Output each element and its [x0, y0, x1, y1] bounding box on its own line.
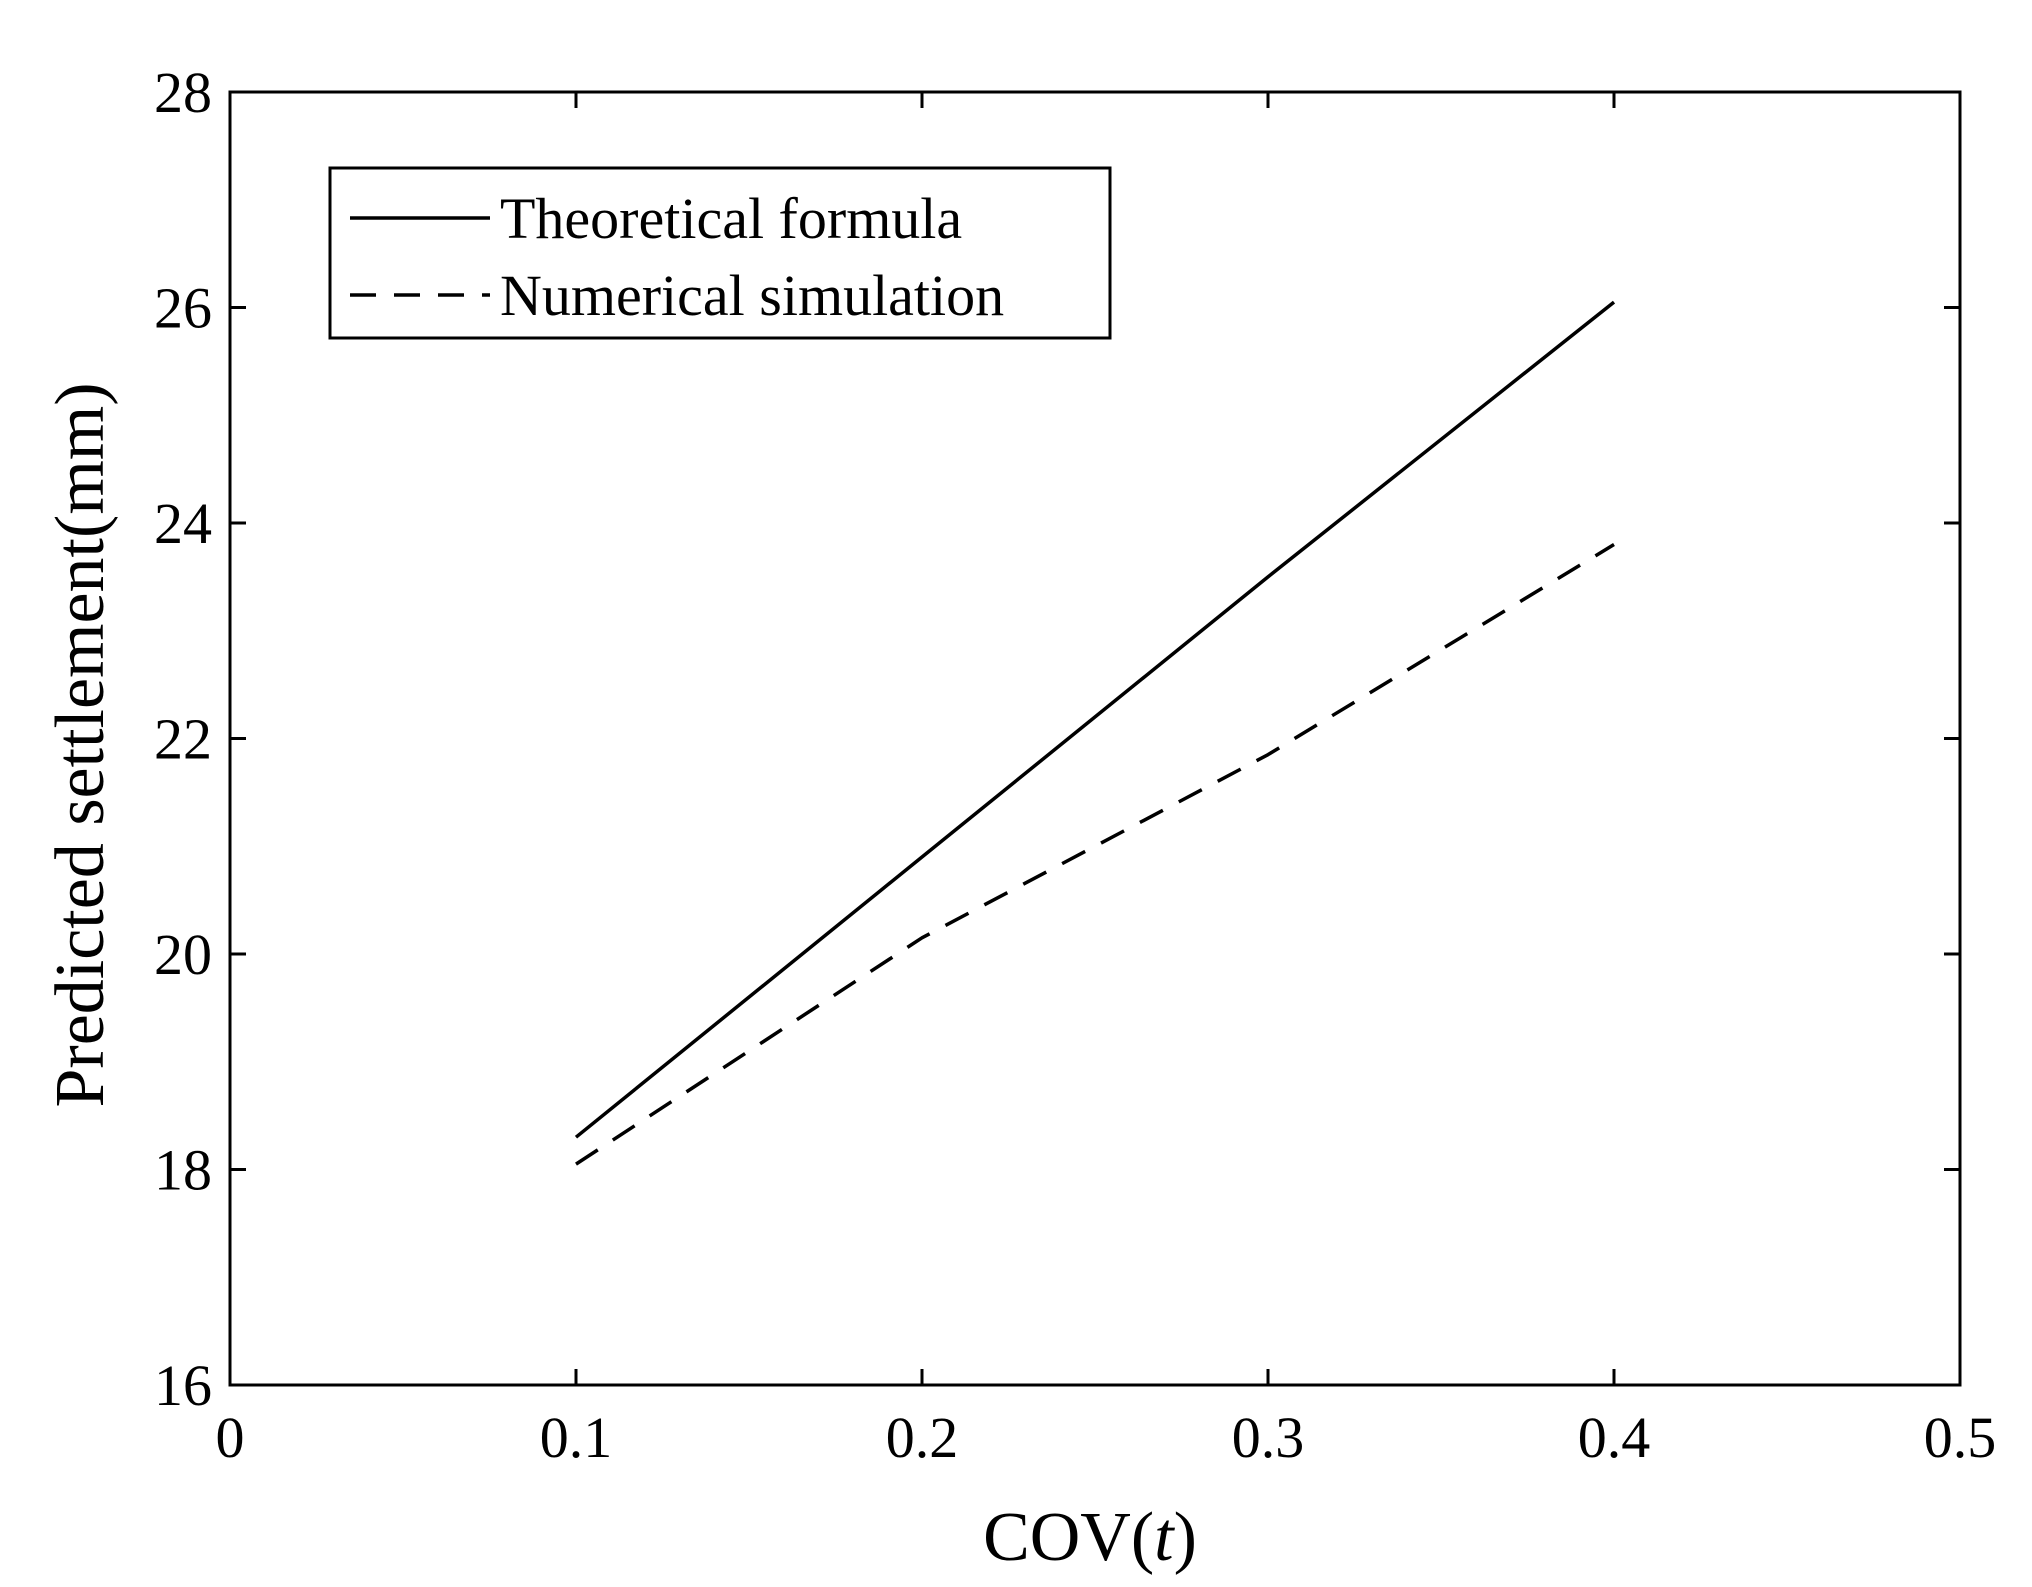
y-tick-labels: 16 18 20 22 24 26 28: [154, 60, 212, 1418]
y-axis-label: Predicted settlement(mm): [42, 382, 119, 1107]
y-tick-label: 22: [154, 707, 212, 772]
y-tick-label: 16: [154, 1353, 212, 1418]
y-tick-label: 24: [154, 491, 212, 556]
axis-ticks: [228, 90, 1962, 1387]
x-tick-label: 0.3: [1232, 1405, 1305, 1470]
x-tick-labels: 0 0.1 0.2 0.3 0.4 0.5: [216, 1405, 1997, 1470]
plot-lines: [574, 300, 1616, 1166]
legend-box: [328, 166, 1112, 340]
legend-label-numerical: Numerical simulation: [500, 263, 1004, 328]
x-axis-label: COV(t): [983, 1499, 1197, 1576]
y-tick-label: 26: [154, 276, 212, 341]
x-tick-label: 0.5: [1924, 1405, 1997, 1470]
x-tick-label: 0.2: [886, 1405, 959, 1470]
series-line-theoretical-formula: [574, 300, 1616, 1139]
x-tick-label: 0.4: [1578, 1405, 1651, 1470]
x-tick-label: 0: [216, 1405, 245, 1470]
legend: Theoretical formula Numerical simulation: [328, 166, 1112, 340]
x-tick-label: 0.1: [540, 1405, 613, 1470]
legend-label-theoretical: Theoretical formula: [500, 186, 962, 251]
y-tick-label: 18: [154, 1138, 212, 1203]
y-tick-label: 20: [154, 922, 212, 987]
y-tick-label: 28: [154, 60, 212, 125]
